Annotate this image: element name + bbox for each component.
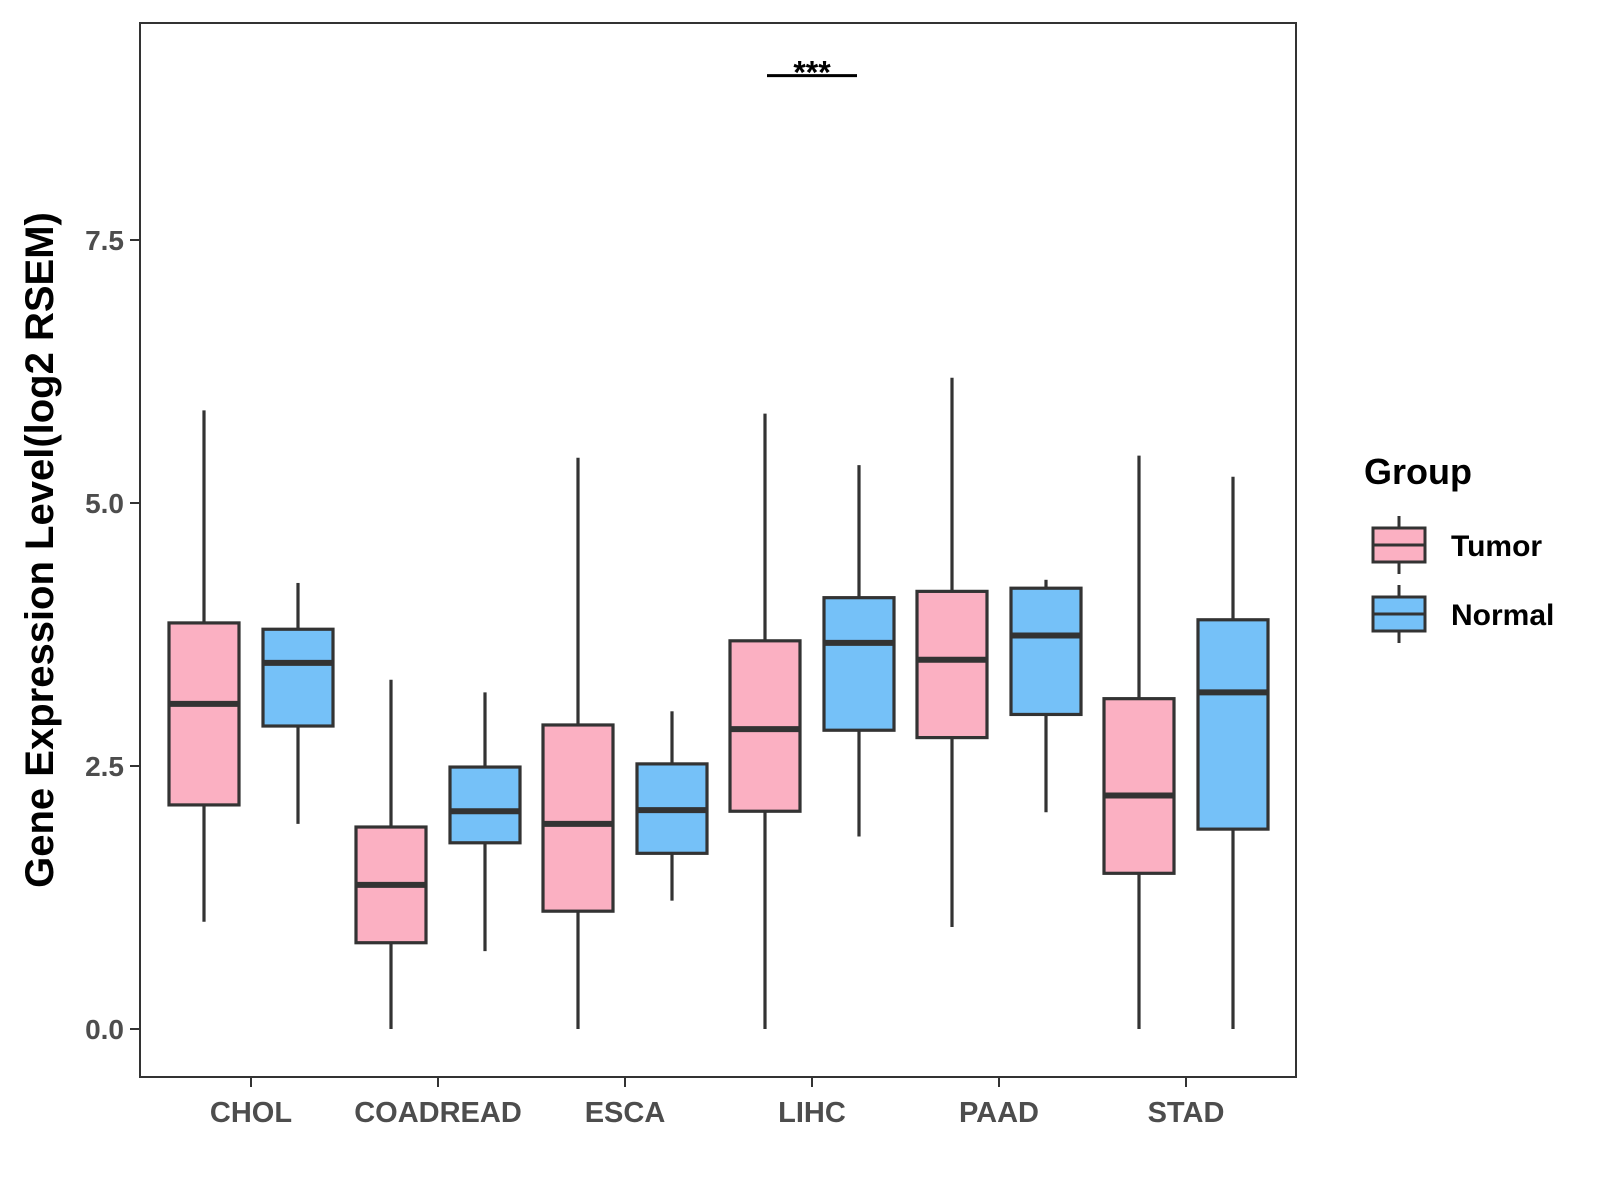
x-tick-label: CHOL (210, 1097, 292, 1129)
legend-label: Tumor (1451, 530, 1542, 563)
legend-item-normal: Normal (1371, 585, 1554, 643)
annotations-layer: *** (767, 55, 857, 91)
legend-item-tumor: Tumor (1371, 516, 1542, 574)
y-tick-label: 5.0 (85, 488, 124, 519)
box-normal-lihc (822, 465, 896, 837)
box-tumor-lihc (728, 413, 802, 1029)
box-normal-esca (635, 711, 709, 901)
x-tick-label: ESCA (585, 1097, 666, 1129)
legend: Group Tumor Normal (1364, 451, 1554, 643)
box-normal-coadread (448, 692, 522, 952)
box-body (167, 621, 241, 807)
box-body (1009, 586, 1083, 717)
legend-title: Group (1364, 451, 1472, 492)
box-body (261, 627, 335, 728)
y-axis-title: Gene Expression Level(log2 RSEM) (18, 212, 62, 888)
x-tick-label: PAAD (959, 1097, 1039, 1129)
box-body (915, 589, 989, 740)
box-tumor-esca (541, 457, 615, 1029)
box-normal-stad (1196, 476, 1270, 1029)
box-normal-chol (261, 582, 335, 824)
y-tick-label: 2.5 (85, 751, 124, 782)
box-body (448, 765, 522, 845)
box-body (1196, 618, 1270, 831)
box-tumor-coadread (354, 679, 428, 1029)
box-body (541, 723, 615, 913)
legend-label: Normal (1451, 599, 1554, 632)
box-tumor-chol (167, 410, 241, 922)
x-tick-label: STAD (1148, 1097, 1225, 1129)
panel-border (139, 22, 1297, 1078)
y-tick-label: 7.5 (85, 225, 124, 256)
x-tick-label: COADREAD (354, 1097, 522, 1129)
box-body (822, 596, 896, 732)
y-axis: 0.0 2.5 5.0 7.5 (85, 225, 140, 1045)
boxes-layer (167, 377, 1270, 1029)
box-body (728, 639, 802, 813)
box-tumor-paad (915, 377, 989, 927)
box-body (1102, 697, 1176, 875)
box-normal-paad (1009, 579, 1083, 813)
significance-label: *** (793, 55, 831, 91)
y-tick-label: 0.0 (85, 1014, 124, 1045)
x-axis: CHOL COADREAD ESCA LIHC PAAD STAD (210, 1077, 1224, 1129)
x-tick-label: LIHC (778, 1097, 846, 1129)
box-tumor-stad (1102, 455, 1176, 1029)
